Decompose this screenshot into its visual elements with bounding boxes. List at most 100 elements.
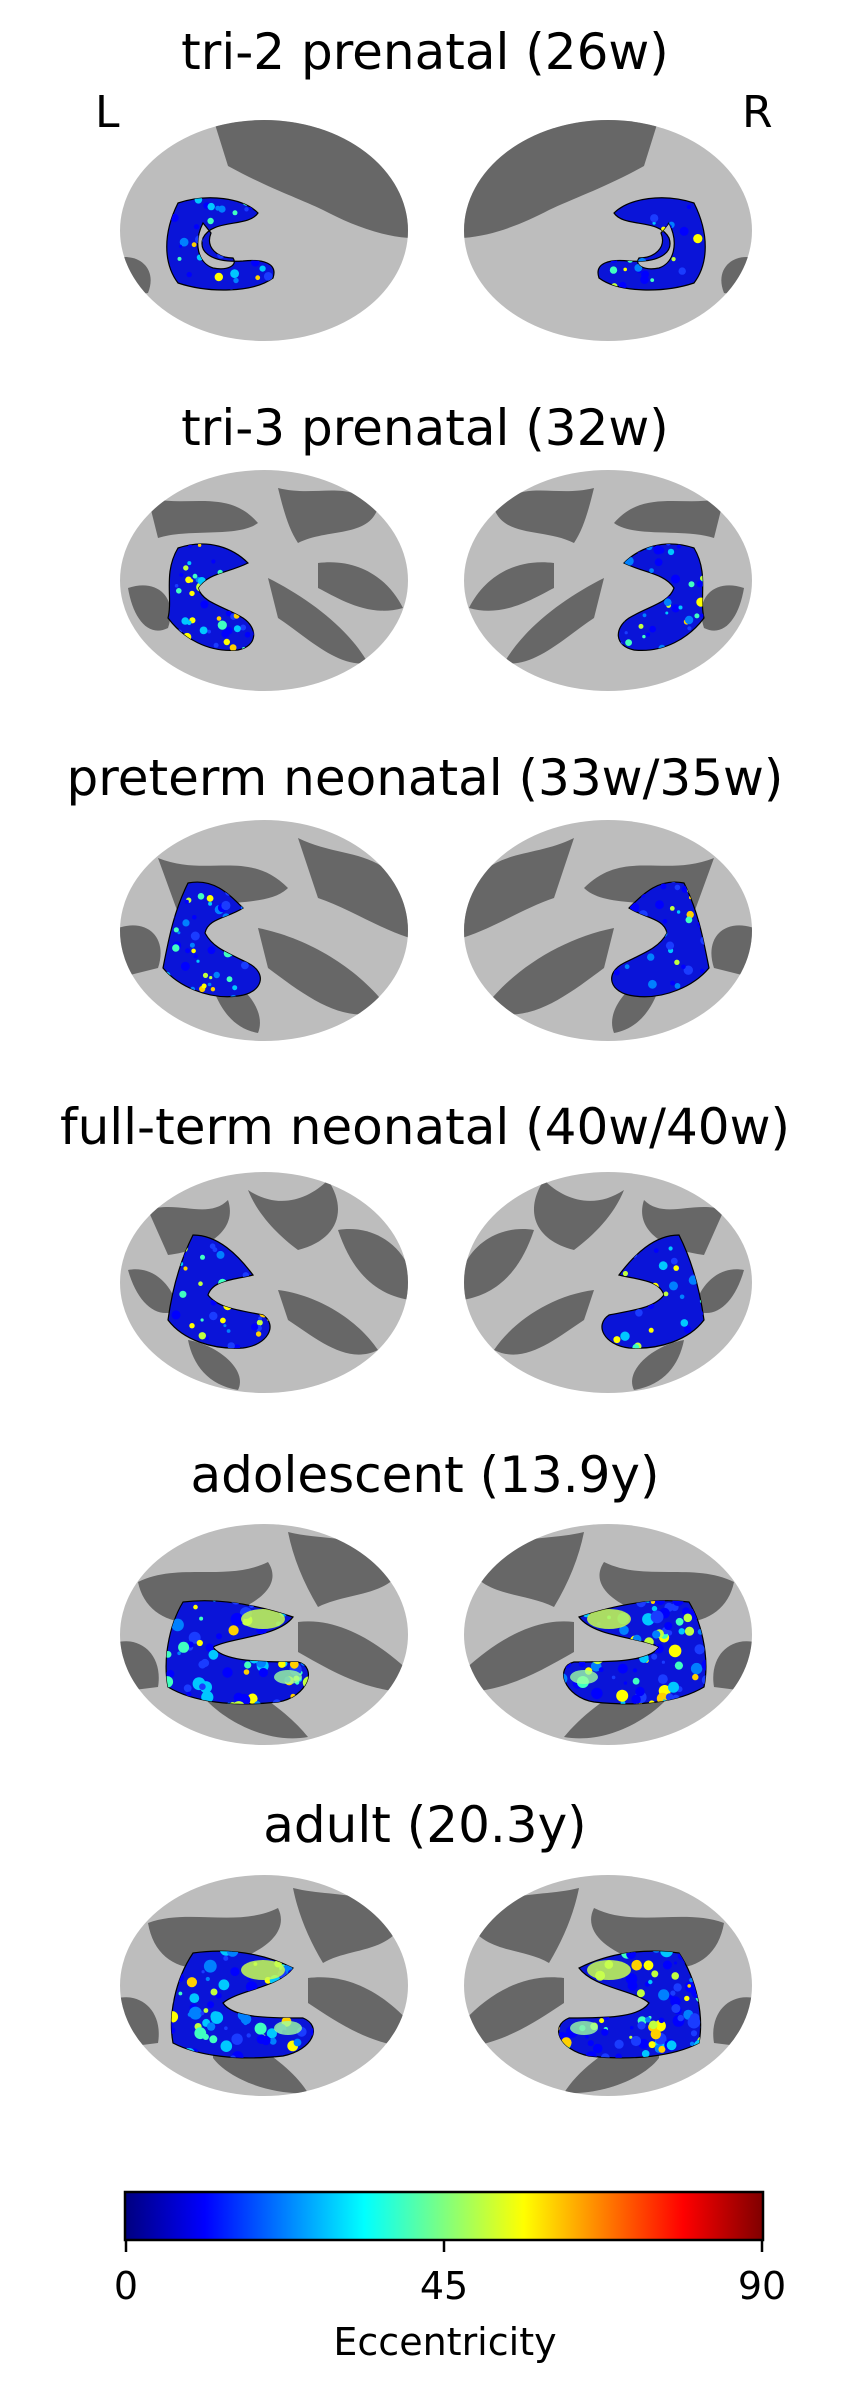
- colorbar-tick-label-45: 45: [419, 2264, 469, 2308]
- eccentricity-speck: [660, 1951, 673, 1958]
- eccentricity-speck: [178, 1641, 190, 1653]
- eccentricity-speck: [209, 1243, 216, 1249]
- eccentricity-speck: [196, 1639, 203, 1647]
- sulcus-region: [258, 928, 388, 1015]
- colorbar-tick-label-0: 0: [113, 2264, 139, 2308]
- eccentricity-speck: [662, 1960, 672, 1970]
- sulcal-pattern: [469, 488, 744, 664]
- eccentricity-speck: [203, 1959, 217, 1973]
- eccentricity-speck: [624, 631, 628, 635]
- eccentricity-speck: [209, 976, 213, 980]
- eccentricity-speck: [155, 2075, 163, 2083]
- right-hemisphere-preterm-neonatal: [464, 820, 752, 1041]
- eccentricity-speck: [683, 1613, 693, 1623]
- eccentricity-speck: [183, 565, 189, 571]
- eccentricity-speck: [179, 572, 184, 577]
- eccentricity-speck: [216, 1633, 222, 1640]
- eccentricity-speck: [229, 644, 237, 651]
- eccentricity-speck: [189, 1323, 195, 1329]
- eccentricity-speck: [624, 1627, 628, 1631]
- sulcus-region: [248, 1180, 338, 1250]
- eccentricity-speck: [174, 584, 179, 588]
- eccentricity-speck: [202, 972, 209, 978]
- eccentricity-speck: [226, 1951, 239, 1957]
- eccentricity-speck: [648, 1979, 653, 1985]
- eccentricity-speck: [186, 620, 192, 626]
- eccentricity-speck: [655, 900, 664, 910]
- eccentricity-speck: [189, 942, 195, 948]
- sulcus-region: [338, 1229, 408, 1300]
- eccentricity-speck: [635, 1686, 645, 1697]
- eccentricity-speck: [200, 600, 209, 609]
- sulcus-region: [614, 498, 724, 538]
- high-eccentricity-patch: [570, 2021, 598, 2035]
- eccentricity-speck: [674, 959, 680, 965]
- eccentricity-speck: [687, 1984, 691, 1988]
- eccentricity-speck: [662, 919, 668, 924]
- sulcus-region: [308, 1977, 408, 2048]
- eccentricity-speck: [218, 205, 226, 213]
- eccentricity-speck: [205, 1643, 214, 1652]
- eccentricity-speck: [650, 278, 655, 282]
- sulcus-region: [632, 1340, 684, 1390]
- eccentricity-speck: [263, 272, 273, 281]
- roi-base: [601, 1234, 705, 1349]
- eccentricity-speck: [206, 2022, 216, 2031]
- eccentricity-speck: [658, 2017, 665, 2024]
- eccentricity-speck: [220, 1317, 226, 1324]
- eccentricity-speck: [653, 1248, 659, 1253]
- eccentricity-speck: [658, 1674, 668, 1684]
- eccentricity-speck: [241, 961, 249, 970]
- sulcus-region: [469, 562, 554, 611]
- left-hemisphere-preterm-neonatal: [120, 820, 408, 1041]
- left-hemisphere-full-term-neonatal: [120, 1172, 408, 1393]
- eccentricity-speck: [689, 2041, 695, 2046]
- eccentricity-speck: [224, 2026, 228, 2030]
- right-hemisphere-adolescent: [464, 1524, 752, 1745]
- eccentricity-speck: [623, 1681, 628, 1685]
- eccentricity-speck: [613, 1336, 621, 1344]
- eccentricity-speck: [229, 2055, 237, 2058]
- eccentricity-speck: [255, 1331, 262, 1337]
- eccentricity-speck: [213, 642, 219, 648]
- eccentricity-speck: [193, 954, 198, 959]
- eccentricity-speck: [196, 959, 200, 963]
- eccentricity-speck: [705, 320, 709, 324]
- eccentricity-speck: [200, 1658, 210, 1668]
- cortical-surface: [120, 470, 408, 691]
- eccentricity-speck: [232, 985, 238, 991]
- eccentricity-speck: [630, 2035, 642, 2047]
- cortical-surface: [464, 1524, 752, 1745]
- eccentricity-speck: [231, 2033, 243, 2045]
- eccentricity-speck: [177, 1651, 181, 1656]
- eccentricity-speck: [210, 987, 216, 992]
- eccentricity-speck: [180, 961, 190, 971]
- eccentricity-speck: [690, 1662, 703, 1675]
- sulcus-region: [464, 1621, 574, 1692]
- eccentricity-speck: [171, 1618, 184, 1632]
- eccentricity-speck: [233, 625, 241, 633]
- eccentricity-speck: [170, 213, 179, 222]
- right-hemisphere-full-term-neonatal: [464, 1172, 752, 1393]
- eccentricity-speck: [622, 1270, 628, 1277]
- eccentricity-speck: [216, 616, 222, 621]
- eccentricity-speck: [207, 202, 215, 211]
- eccentricity-speck: [171, 1310, 181, 1320]
- eccentricity-speck: [681, 964, 686, 970]
- eccentricity-speck: [643, 1960, 654, 1971]
- eccentricity-speck: [693, 234, 703, 244]
- eccentricity-speck: [687, 626, 692, 631]
- eccentricity-speck: [650, 214, 659, 223]
- eccentricity-speck: [256, 1319, 263, 1326]
- high-eccentricity-patch: [241, 1960, 285, 1980]
- eccentricity-speck: [676, 910, 681, 914]
- sulcus-region: [298, 838, 408, 938]
- eccentricity-speck: [269, 2037, 277, 2045]
- eccentricity-speck: [205, 1336, 209, 1340]
- eccentricity-speck: [173, 927, 179, 933]
- eccentricity-speck: [694, 613, 700, 619]
- eccentricity-speck: [209, 1311, 218, 1321]
- high-eccentricity-patch: [570, 1670, 598, 1684]
- eccentricity-speck: [227, 1342, 235, 1349]
